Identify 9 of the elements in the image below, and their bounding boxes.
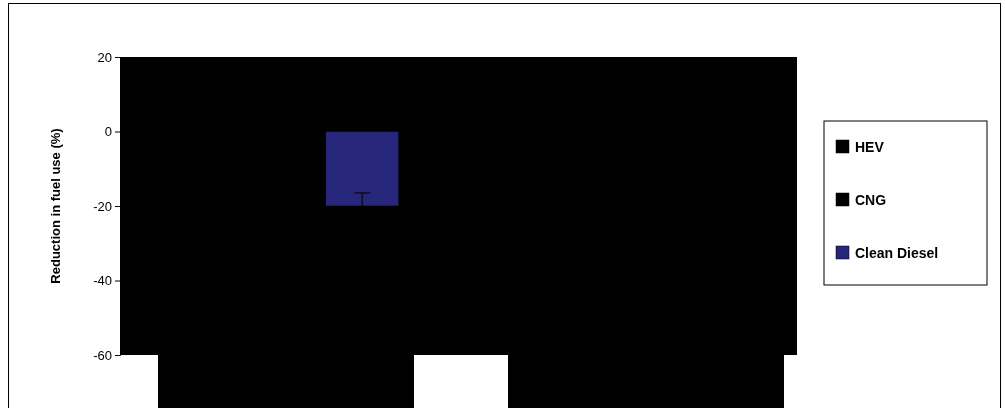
y-tick-label: 20 <box>97 49 112 65</box>
y-tick-label: -20 <box>93 198 112 214</box>
legend-label: HEV <box>855 139 885 155</box>
legend-label: Clean Diesel <box>855 245 939 261</box>
y-axis-title: Reduction in fuel use (%) <box>48 128 63 284</box>
legend-label: CNG <box>855 192 887 208</box>
y-tick-label: 0 <box>104 124 112 140</box>
y-tick-label: -40 <box>93 273 112 289</box>
y-tick-label: -60 <box>93 347 112 363</box>
